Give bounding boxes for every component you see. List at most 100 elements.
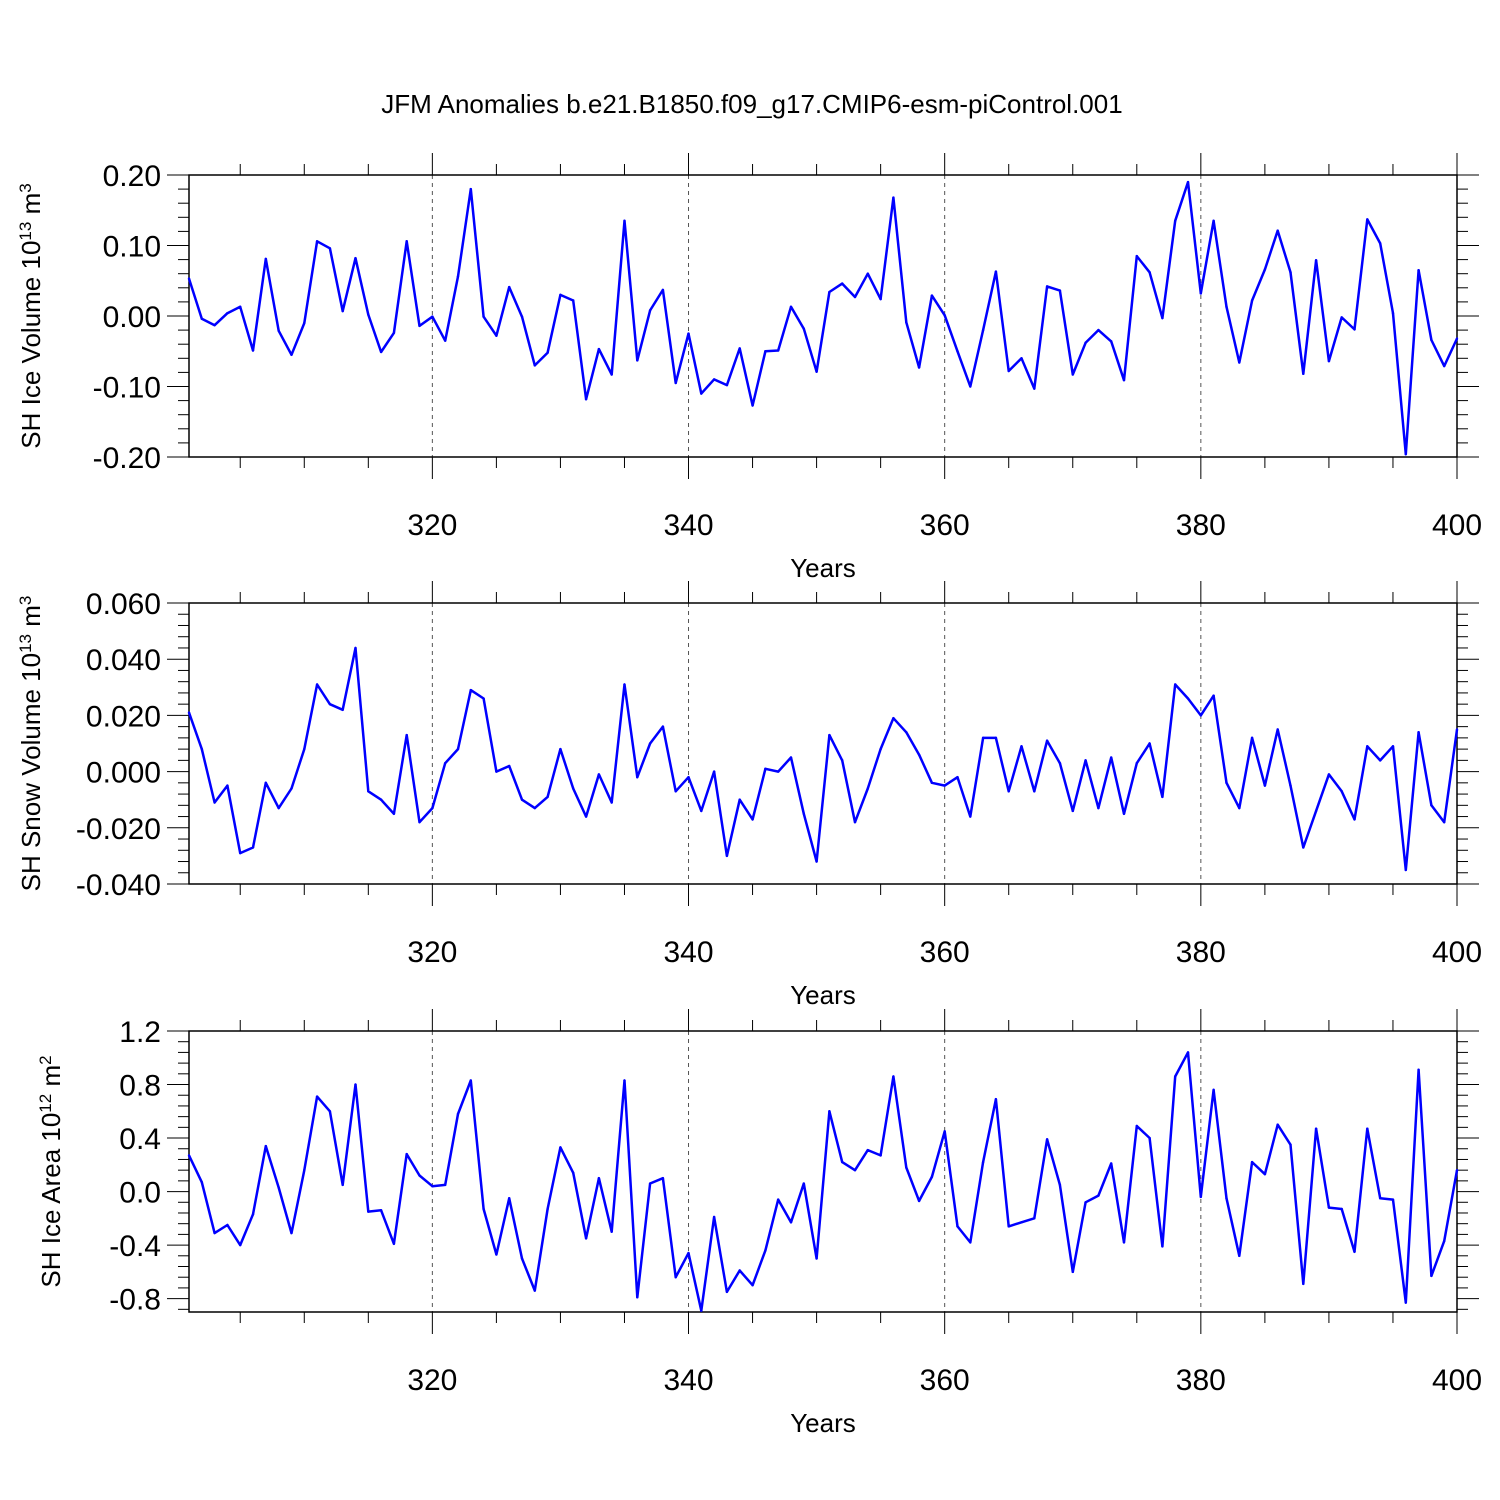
data-point xyxy=(623,1079,626,1082)
data-point xyxy=(1122,1241,1126,1244)
data-point xyxy=(251,349,255,352)
y-tick-label: 0.4 xyxy=(119,1123,161,1156)
data-point xyxy=(1109,340,1113,343)
data-point xyxy=(1391,745,1395,748)
data-point xyxy=(277,1186,280,1189)
data-point xyxy=(981,736,985,740)
data-point xyxy=(392,331,396,335)
data-point xyxy=(853,295,857,299)
data-point xyxy=(200,1181,204,1184)
data-point xyxy=(674,381,677,385)
data-point xyxy=(546,351,549,354)
data-point xyxy=(828,290,831,294)
data-point xyxy=(905,731,908,734)
data-point xyxy=(392,1242,396,1245)
data-point xyxy=(648,742,652,745)
data-point xyxy=(725,383,729,387)
data-point xyxy=(405,240,408,243)
data-point xyxy=(1353,818,1356,821)
data-point xyxy=(687,332,690,335)
data-point xyxy=(277,806,280,810)
data-point xyxy=(1212,1088,1215,1092)
data-point xyxy=(1109,756,1113,759)
data-point xyxy=(943,784,946,787)
data-point xyxy=(943,1130,946,1133)
data-point xyxy=(1302,1282,1305,1286)
data-point xyxy=(495,770,498,773)
data-point xyxy=(1186,697,1190,700)
data-point xyxy=(1302,846,1305,849)
series-line xyxy=(187,180,1459,456)
data-point xyxy=(226,1223,229,1227)
data-point xyxy=(1084,1201,1087,1204)
data-point xyxy=(1417,268,1420,272)
data-point xyxy=(764,350,767,353)
plot-frame xyxy=(188,602,1458,885)
data-point xyxy=(213,323,216,327)
data-point xyxy=(981,328,985,332)
data-point xyxy=(533,806,537,810)
data-point xyxy=(213,1231,216,1235)
data-point xyxy=(1007,790,1010,793)
data-point xyxy=(1366,218,1369,221)
y-tick-label: -0.020 xyxy=(76,813,161,846)
data-point xyxy=(239,851,242,855)
data-point xyxy=(1340,1207,1343,1211)
data-point xyxy=(508,764,511,768)
data-point xyxy=(1314,1127,1318,1130)
data-point xyxy=(495,1253,498,1256)
data-point xyxy=(1417,1068,1420,1072)
data-point xyxy=(469,187,472,191)
data-point xyxy=(943,314,946,317)
data-point xyxy=(431,806,434,810)
figure-title: JFM Anomalies b.e21.B1850.f09_g17.CMIP6-… xyxy=(381,89,1122,119)
data-point xyxy=(802,327,805,330)
x-tick-label: 320 xyxy=(407,1364,457,1397)
data-point xyxy=(1442,364,1446,368)
data-point xyxy=(917,753,921,756)
data-point xyxy=(1314,809,1318,813)
data-point xyxy=(1135,761,1138,765)
data-point xyxy=(674,790,677,793)
data-point xyxy=(405,1152,408,1156)
x-tick-label: 380 xyxy=(1176,936,1226,969)
data-point xyxy=(738,347,741,350)
data-point xyxy=(392,812,396,815)
data-point xyxy=(584,1237,588,1240)
data-point xyxy=(969,1241,972,1244)
data-point xyxy=(379,798,383,801)
data-point xyxy=(930,781,934,785)
data-point xyxy=(315,683,319,686)
x-tick-label: 360 xyxy=(920,509,970,542)
data-point xyxy=(1122,812,1126,815)
data-point xyxy=(264,257,268,261)
data-point xyxy=(1020,357,1023,360)
data-point xyxy=(776,770,780,773)
data-point xyxy=(610,801,613,804)
data-point xyxy=(469,1079,472,1082)
data-point xyxy=(200,747,204,751)
data-point xyxy=(1135,254,1138,258)
data-point xyxy=(226,311,229,315)
data-point xyxy=(431,1185,434,1188)
y-tick-label: -0.4 xyxy=(109,1230,161,1263)
data-point xyxy=(1276,728,1279,731)
data-point xyxy=(969,385,972,388)
data-point xyxy=(443,761,447,765)
data-point xyxy=(1071,809,1074,813)
data-point xyxy=(597,347,601,351)
data-point xyxy=(866,787,870,790)
data-point xyxy=(469,688,472,692)
data-point xyxy=(828,733,831,737)
data-point xyxy=(1289,271,1292,274)
data-point xyxy=(315,1095,319,1098)
data-point xyxy=(700,809,703,813)
data-point xyxy=(1020,745,1023,748)
data-point xyxy=(597,1176,601,1180)
data-point xyxy=(546,1207,549,1211)
data-point xyxy=(1045,285,1049,288)
data-point xyxy=(456,275,460,278)
data-point xyxy=(572,787,575,790)
data-point xyxy=(303,1168,306,1172)
data-point xyxy=(1238,1254,1241,1258)
